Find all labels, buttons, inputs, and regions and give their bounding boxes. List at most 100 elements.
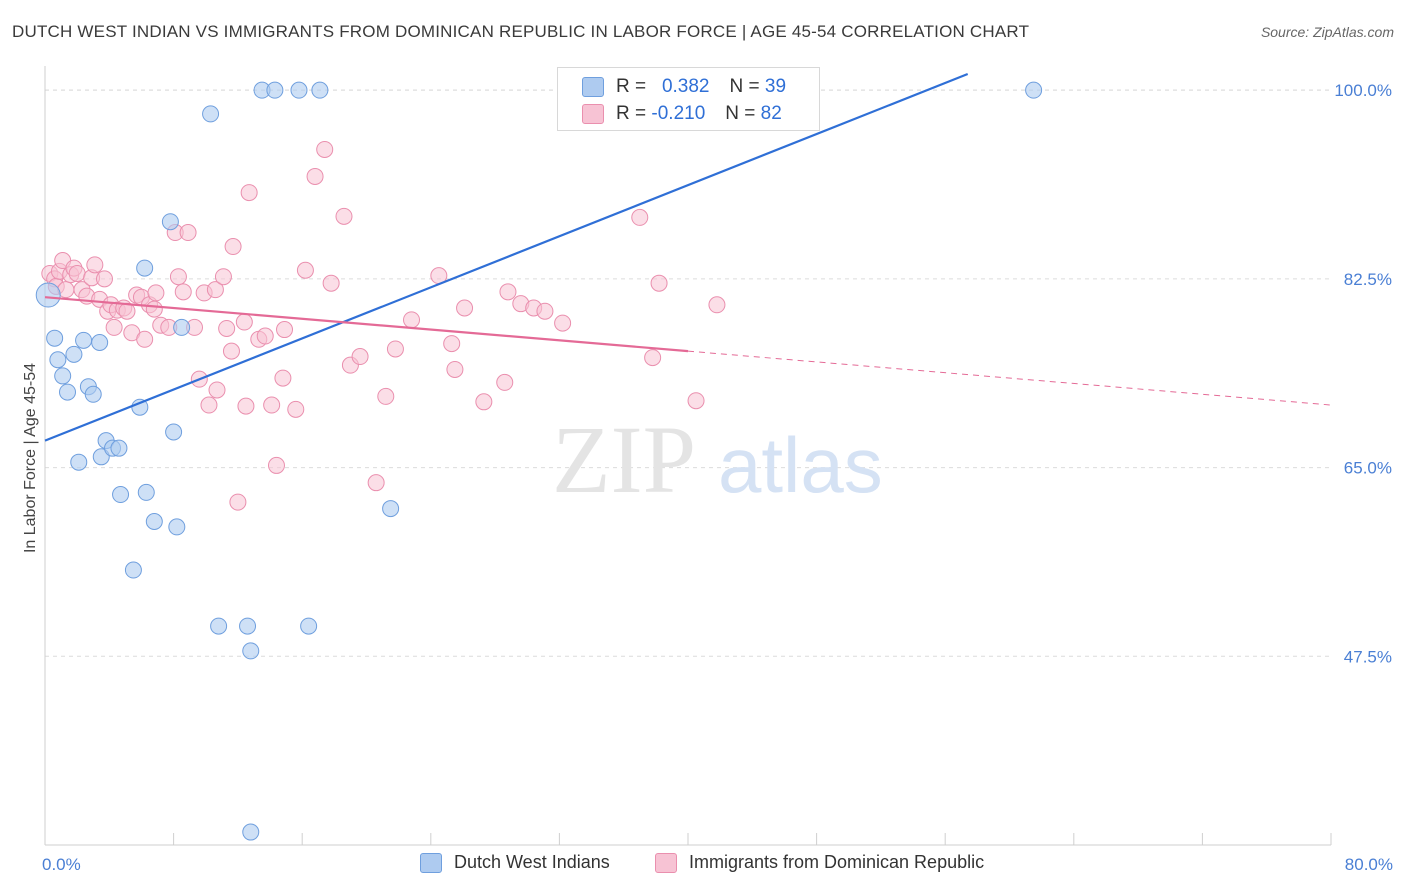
point-dutch (110, 439, 128, 457)
point-dutch (46, 329, 64, 347)
point-dominican (235, 313, 253, 331)
x-tick-label: 80.0% (1345, 855, 1393, 874)
legend-swatch-pink (582, 104, 604, 124)
point-dutch (210, 617, 228, 635)
legend-n-label: N = (729, 76, 760, 97)
point-dominican (240, 184, 258, 202)
axes (44, 66, 1332, 846)
legend-r-value: -0.210 (651, 103, 706, 124)
x-tick-label: 0.0% (42, 855, 81, 874)
point-dutch (239, 617, 257, 635)
point-dominican (174, 283, 192, 301)
point-dominican (377, 387, 395, 405)
trend-line-dominican-extension (687, 350, 1332, 406)
point-dominican (386, 340, 404, 358)
stats-legend: R = 0.382 N = 39 R = -0.210 N = 82 (557, 67, 820, 131)
gridlines (45, 89, 1331, 657)
legend-r-label: R = (616, 76, 647, 97)
legend-label-dutch: Dutch West Indians (454, 852, 610, 872)
point-dutch (168, 518, 186, 536)
point-dominican (147, 284, 165, 302)
y-tick-label: 65.0% (1344, 459, 1392, 478)
point-dutch (242, 642, 260, 660)
point-dominican (136, 330, 154, 348)
trend-lines (44, 72, 1332, 442)
y-tick-label: 47.5% (1344, 647, 1392, 666)
legend-row-dutch: R = 0.382 N = 39 (582, 73, 786, 101)
point-dutch (112, 486, 130, 504)
point-dominican (68, 264, 86, 282)
point-dutch (202, 105, 220, 123)
legend-item-dutch[interactable]: Dutch West Indians (420, 852, 610, 873)
watermark-atlas: atlas (718, 421, 883, 509)
y-axis-label: In Labor Force | Age 45-54 (22, 363, 39, 553)
point-dutch (145, 513, 163, 531)
source-label: Source: ZipAtlas.com (1260, 24, 1394, 40)
legend-row-dominican: R = -0.210 N = 82 (582, 100, 782, 128)
legend-r-value: 0.382 (661, 76, 710, 97)
point-dutch (124, 561, 142, 579)
series-dutch-points (35, 81, 1043, 841)
point-dominican (224, 238, 242, 256)
point-dominican (316, 140, 334, 158)
point-dominican (322, 274, 340, 292)
point-dutch (1025, 81, 1043, 99)
point-dutch (173, 318, 191, 336)
point-dutch (70, 453, 88, 471)
point-dutch (54, 367, 72, 385)
point-dutch (382, 500, 400, 518)
trend-line-dutch (44, 72, 969, 442)
point-dominican (86, 256, 104, 274)
legend-n-value: 82 (760, 103, 782, 124)
series-legend: Dutch West Indians Immigrants from Domin… (0, 852, 1406, 876)
point-dominican (214, 268, 232, 286)
point-dominican (475, 393, 493, 411)
legend-swatch-blue (582, 77, 604, 97)
point-dominican (222, 342, 240, 360)
point-dominican (169, 268, 187, 286)
point-dominican (218, 319, 236, 337)
point-dominican (644, 349, 662, 367)
chart-title: DUTCH WEST INDIAN VS IMMIGRANTS FROM DOM… (12, 22, 1030, 41)
legend-n-label: N = (725, 103, 756, 124)
point-dominican (496, 373, 514, 391)
point-dominican (179, 224, 197, 242)
point-dominican (499, 283, 517, 301)
point-dutch (242, 823, 260, 841)
legend-swatch-pink (655, 852, 677, 873)
point-dominican (145, 300, 163, 318)
point-dominican (446, 360, 464, 378)
point-dominican (456, 299, 474, 317)
point-dominican (367, 474, 385, 492)
point-dominican (105, 318, 123, 336)
point-dutch (136, 259, 154, 277)
point-dominican (276, 321, 294, 339)
point-dutch (49, 351, 67, 369)
point-dominican (631, 208, 649, 226)
y-tick-label: 100.0% (1334, 81, 1392, 100)
point-dutch (84, 385, 102, 403)
point-dutch (161, 213, 179, 231)
legend-item-dominican[interactable]: Immigrants from Dominican Republic (655, 852, 984, 873)
point-dutch (35, 282, 61, 308)
point-dutch (290, 81, 308, 99)
point-dominican (306, 167, 324, 185)
point-dominican (208, 381, 226, 399)
point-dutch (91, 334, 109, 352)
legend-swatch-blue (420, 852, 442, 873)
point-dominican (554, 314, 572, 332)
point-dominican (200, 396, 218, 414)
point-dutch (59, 383, 77, 401)
point-dominican (274, 369, 292, 387)
point-dominican (287, 400, 305, 418)
point-dominican (95, 270, 113, 288)
point-dominican (403, 311, 421, 329)
y-tick-label: 82.5% (1344, 270, 1392, 289)
tick-labels: 47.5% 65.0% 82.5% 100.0% 0.0% 80.0% (42, 81, 1393, 874)
watermark: ZIP atlas (552, 406, 883, 513)
point-dutch (300, 617, 318, 635)
point-dominican (229, 493, 247, 511)
point-dutch (266, 81, 284, 99)
point-dominican (267, 456, 285, 474)
